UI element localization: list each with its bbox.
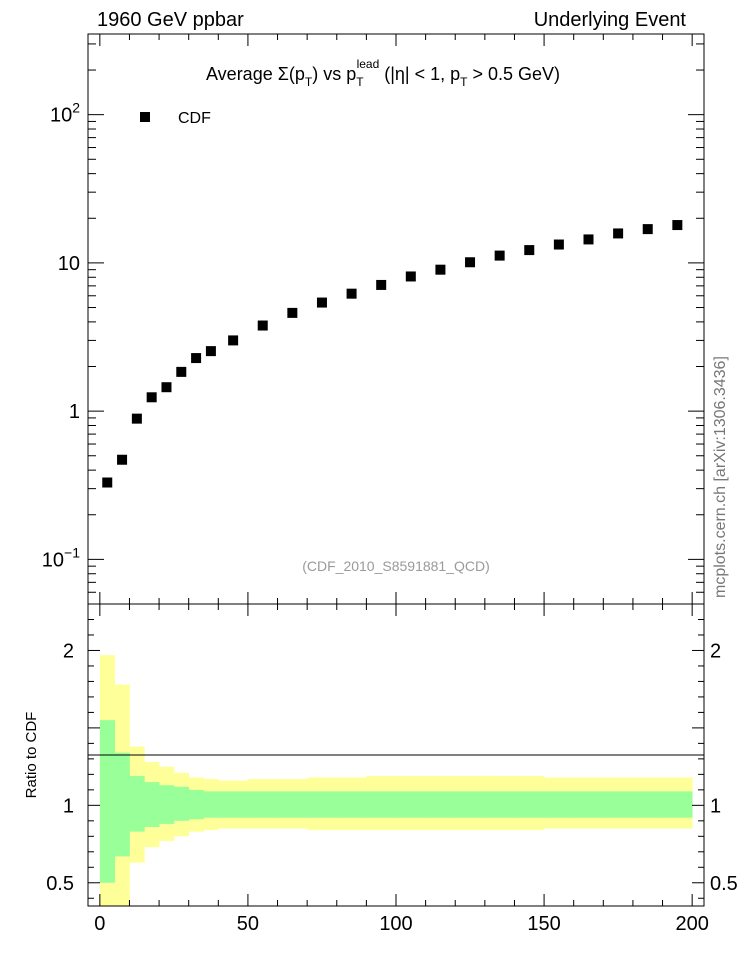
title-sup-lead: lead — [357, 57, 380, 71]
ratio-band-stat-bin-20 — [573, 791, 604, 818]
ratio-band-stat-bin-15 — [425, 791, 456, 818]
main-y-tick-label-base: 10 — [58, 253, 80, 275]
title-sigma: Σ(p — [278, 64, 305, 84]
data-point-1 — [117, 454, 128, 465]
ratio-band-stat-bin-18 — [514, 791, 545, 818]
x-tick-label-0: 0 — [94, 913, 105, 935]
ratio-band-stat-bin-22 — [632, 791, 663, 818]
ratio-band-stat-bin-6 — [188, 789, 204, 820]
data-point-8 — [228, 335, 239, 346]
x-tick-label-50: 50 — [237, 913, 259, 935]
ratio-y-axis-label: Ratio to CDF — [23, 712, 40, 799]
data-point-18 — [524, 245, 535, 256]
ratio-band-stat-bin-5 — [173, 786, 190, 821]
ratio-band-stat-bin-13 — [366, 791, 397, 818]
title-sub-t1: T — [305, 75, 313, 89]
title-close: ) — [312, 64, 318, 84]
data-point-2 — [131, 413, 142, 424]
x-tick-label-100: 100 — [379, 913, 412, 935]
main-y-tick-label-base: 10 — [50, 105, 72, 127]
data-point-16 — [465, 257, 476, 268]
main-y-tick-label-1: 1 — [69, 401, 80, 423]
legend-label: CDF — [178, 110, 211, 127]
ratio-y-tick-label-right-2: 2 — [710, 640, 721, 662]
main-data-layer — [102, 220, 683, 488]
data-point-11 — [316, 297, 327, 308]
data-point-23 — [672, 220, 683, 231]
data-point-5 — [176, 366, 187, 377]
data-point-10 — [287, 307, 298, 318]
ratio-band-stat-bin-17 — [484, 791, 515, 818]
data-point-6 — [191, 353, 202, 364]
ratio-band-stat-bin-19 — [544, 791, 575, 818]
ratio-band-stat-bin-7 — [203, 791, 219, 818]
ratio-y-tick-label-left-1: 1 — [63, 795, 74, 817]
ratio-band-stat-bin-9 — [247, 791, 278, 818]
ratio-band-stat-bin-2 — [129, 775, 145, 832]
header-left: 1960 GeV ppbar — [97, 9, 244, 31]
header-right: Underlying Event — [534, 9, 687, 31]
legend-marker — [140, 112, 150, 122]
ratio-band-layer — [99, 655, 693, 906]
data-point-21 — [613, 228, 624, 239]
title-cuts-b: > 0.5 GeV) — [468, 64, 561, 84]
data-point-4 — [161, 382, 172, 393]
data-point-15 — [435, 264, 446, 275]
plot-title: Average Σ(pT) vs pTlead (|η| < 1, pT > 0… — [206, 57, 560, 89]
ratio-band-stat-bin-16 — [455, 791, 486, 818]
title-prefix: Average — [206, 64, 278, 84]
main-y-tick-label-10: 10 — [58, 253, 80, 275]
ratio-band-stat-bin-12 — [336, 791, 367, 818]
title-vs: vs p — [318, 64, 356, 84]
data-point-17 — [494, 250, 505, 261]
ratio-y-tick-label-left-0.5: 0.5 — [46, 873, 74, 895]
main-y-tick-label-base: 1 — [69, 401, 80, 423]
title-sub-t2: T — [356, 75, 364, 89]
analysis-id: (CDF_2010_S8591881_QCD) — [302, 558, 490, 574]
data-point-0 — [102, 477, 113, 488]
x-tick-label-150: 150 — [527, 913, 560, 935]
ratio-band-stat-bin-3 — [144, 782, 160, 828]
ratio-band-stat-bin-4 — [159, 785, 175, 824]
main-y-tick-label-0.1: 10−1 — [42, 544, 80, 571]
data-point-13 — [376, 279, 387, 290]
ratio-band-stat-bin-10 — [277, 791, 308, 818]
title-cuts-a: (|η| < 1, p — [379, 64, 460, 84]
main-y-tick-label-exp: 2 — [72, 100, 80, 116]
title-sub-t3: T — [460, 75, 468, 89]
data-point-12 — [346, 288, 357, 299]
data-point-19 — [553, 239, 564, 250]
ratio-band-stat-bin-1 — [114, 752, 130, 857]
ratio-y-tick-label-right-1: 1 — [710, 795, 721, 817]
main-y-tick-label-exp: −1 — [64, 544, 80, 560]
ratio-y-tick-label-left-2: 2 — [63, 640, 74, 662]
data-point-3 — [146, 392, 157, 403]
data-point-22 — [642, 224, 653, 235]
data-point-7 — [205, 346, 216, 357]
ratio-band-stat-bin-21 — [603, 791, 634, 818]
data-point-9 — [257, 320, 268, 331]
data-point-20 — [583, 234, 594, 245]
main-y-tick-label-base: 10 — [42, 549, 64, 571]
ratio-y-tick-label-right-0.5: 0.5 — [710, 873, 738, 895]
ratio-band-stat-bin-23 — [662, 791, 693, 818]
ratio-band-stat-bin-8 — [218, 791, 249, 818]
ratio-band-stat-bin-0 — [99, 720, 116, 883]
ratio-band-stat-bin-14 — [396, 791, 427, 818]
watermark: mcplots.cern.ch [arXiv:1306.3436] — [712, 356, 729, 598]
x-tick-label-200: 200 — [675, 913, 708, 935]
main-y-tick-label-100: 102 — [50, 100, 80, 127]
data-point-14 — [405, 271, 416, 282]
ratio-band-stat-bin-11 — [307, 791, 338, 818]
